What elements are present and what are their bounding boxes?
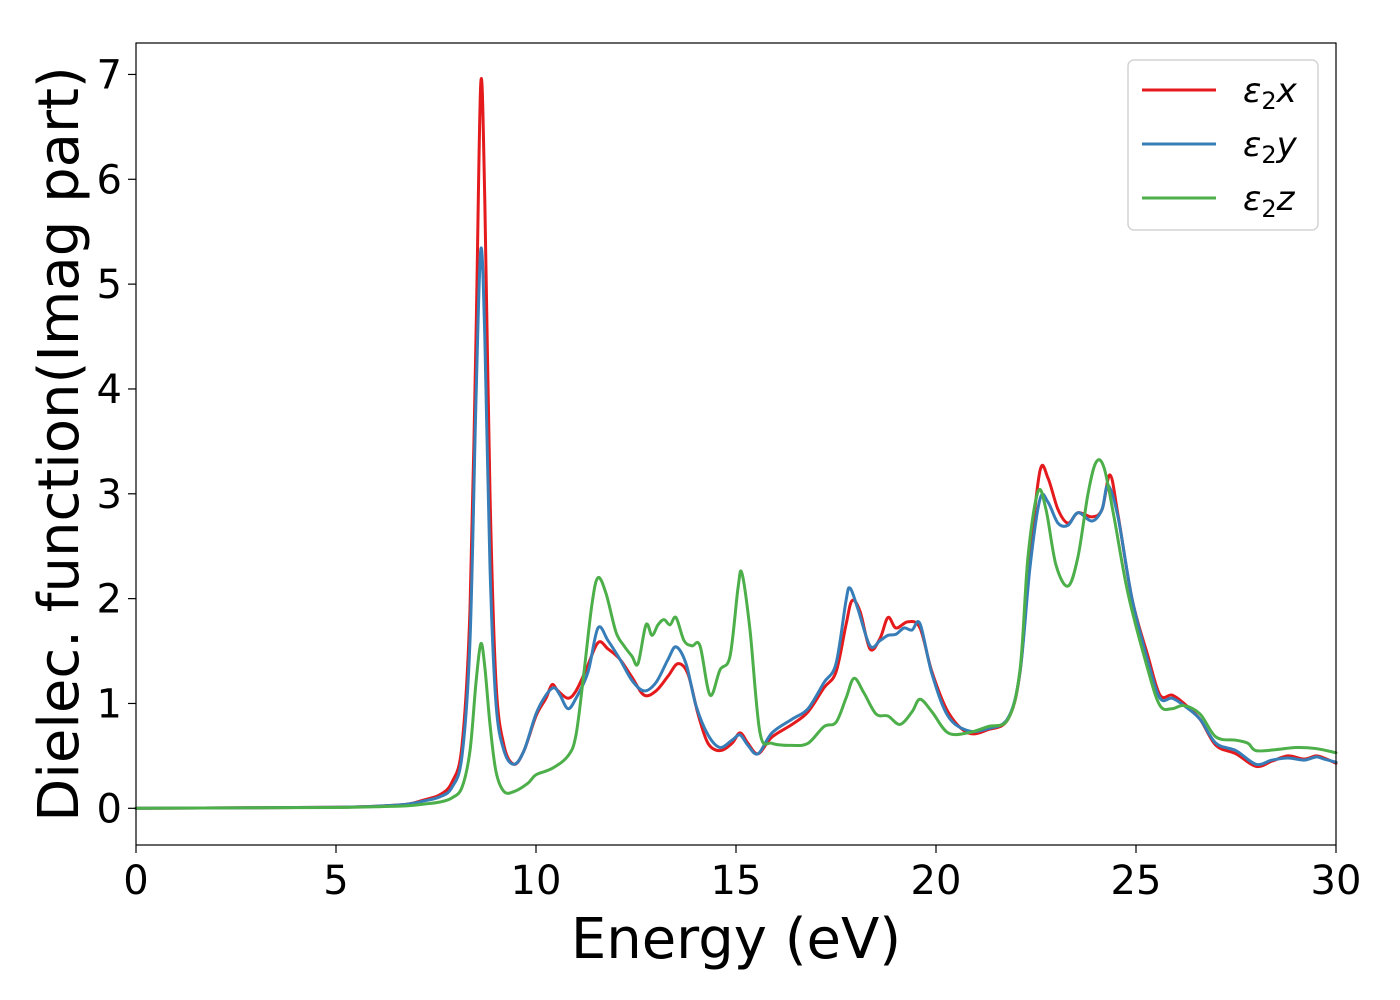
x-axis: 0 5 10 15 20 25 30 <box>123 845 1361 904</box>
legend-label-x: ε2x <box>1243 71 1298 115</box>
x-axis-label: Energy (eV) <box>571 907 901 972</box>
x-tick-label: 10 <box>511 858 562 904</box>
x-tick-label: 30 <box>1311 858 1362 904</box>
y-tick-label: 4 <box>97 367 122 413</box>
x-tick-label: 20 <box>911 858 962 904</box>
x-tick-label: 15 <box>711 858 762 904</box>
y-tick-label: 1 <box>97 681 122 727</box>
legend-label-y: ε2y <box>1243 125 1298 169</box>
y-tick-label: 0 <box>97 786 122 832</box>
series-line-y <box>134 246 1338 810</box>
y-axis-label: Dielec. function(Imag part) <box>27 66 92 822</box>
x-tick-label: 25 <box>1111 858 1162 904</box>
y-tick-label: 7 <box>97 52 122 98</box>
y-tick-label: 5 <box>97 262 122 308</box>
x-tick-label: 0 <box>123 858 148 904</box>
series-line-z <box>134 458 1338 810</box>
y-axis: 0 1 2 3 4 5 6 7 <box>97 52 136 832</box>
y-tick-label: 6 <box>97 157 122 203</box>
y-tick-label: 3 <box>97 472 122 518</box>
legend-label-z: ε2z <box>1243 179 1296 223</box>
series-layer <box>134 77 1338 810</box>
y-tick-label: 2 <box>97 577 122 623</box>
x-tick-label: 5 <box>323 858 348 904</box>
legend-box <box>1127 59 1319 231</box>
legend: ε2x ε2y ε2z <box>1127 59 1319 231</box>
